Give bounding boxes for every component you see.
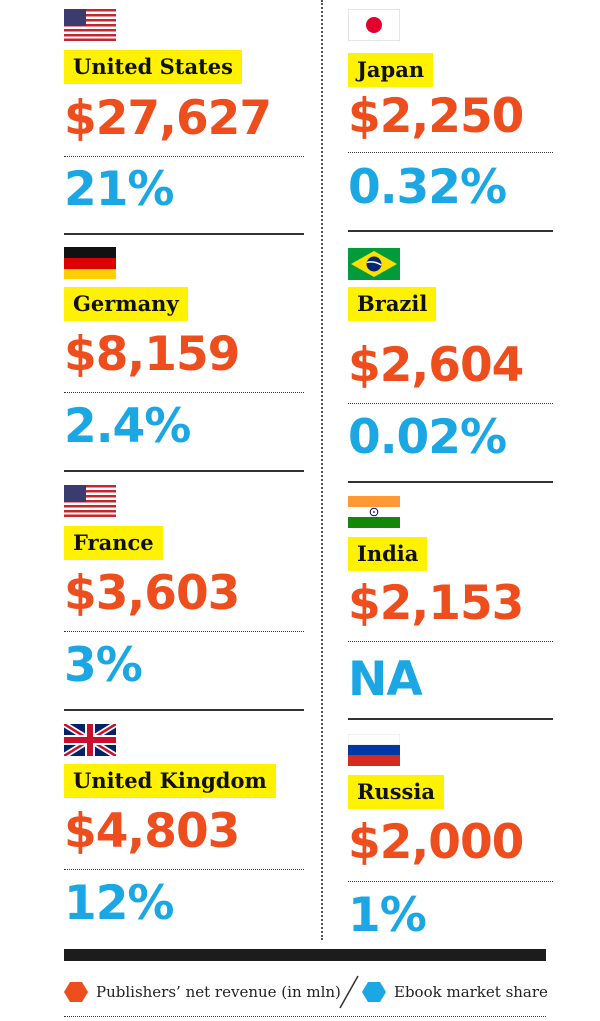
germany-flag-icon [64,247,116,279]
revenue-value: $2,000 [348,815,524,870]
revenue-value: $2,153 [348,576,524,631]
section-divider [348,718,553,720]
revenue-value: $2,604 [348,338,524,393]
country-name: United Kingdom [64,764,276,798]
dotted-divider [64,631,304,632]
legend: Publishers’ net revenue (in mln) Ebook m… [64,974,548,1010]
country-name: Germany [64,287,188,321]
orange-hexagon-icon [64,980,88,1004]
ebook-share-value: 0.32% [348,160,507,215]
country-name: Japan [348,53,434,87]
dotted-divider [64,392,304,393]
ebook-share-value: 0.02% [348,410,507,465]
country-name: Russia [348,775,444,809]
dotted-divider [348,152,553,153]
japan-flag-icon [348,9,400,41]
russia-flag-icon [348,734,400,766]
footer-bar [64,949,546,961]
column-divider [321,0,323,940]
dotted-divider [64,869,304,870]
country-name: France [64,526,163,560]
section-divider [64,233,304,235]
ebook-share-value: 1% [348,888,427,943]
revenue-value: $3,603 [64,566,240,621]
country-name: India [348,537,428,571]
dotted-divider [348,881,553,882]
bottom-dotted-divider [64,1016,546,1017]
revenue-value: $27,627 [64,91,272,146]
section-divider [64,709,304,711]
india-flag-icon [348,496,400,528]
us-flag-icon [64,485,116,517]
section-divider [348,481,553,483]
us-flag-icon [64,9,116,41]
country-name: Brazil [348,287,437,321]
revenue-value: $2,250 [348,89,524,144]
legend-label-revenue: Publishers’ net revenue (in mln) [96,983,341,1001]
ebook-share-value: NA [348,652,423,707]
ebook-share-value: 21% [64,162,174,217]
dotted-divider [348,641,553,642]
uk-flag-icon [64,724,116,756]
legend-item-share: Ebook market share [362,980,548,1004]
ebook-share-value: 12% [64,876,174,931]
revenue-value: $8,159 [64,327,240,382]
legend-label-share: Ebook market share [394,983,548,1001]
country-name: United States [64,50,242,84]
ebook-share-value: 3% [64,638,143,693]
legend-separator [334,974,364,1010]
legend-item-revenue: Publishers’ net revenue (in mln) [64,980,341,1004]
dotted-divider [348,403,553,404]
section-divider [64,470,304,472]
dotted-divider [64,156,304,157]
ebook-share-value: 2.4% [64,399,191,454]
revenue-value: $4,803 [64,804,240,859]
blue-hexagon-icon [362,980,386,1004]
section-divider [348,230,553,232]
brazil-flag-icon [348,248,400,280]
